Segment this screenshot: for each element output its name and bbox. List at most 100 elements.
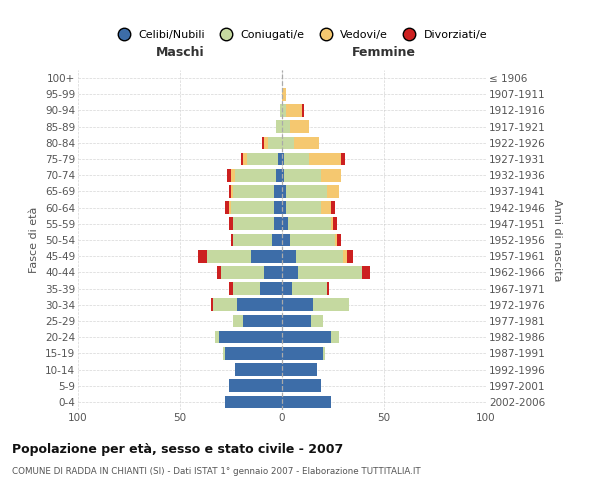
- Bar: [347, 250, 353, 262]
- Bar: [229, 185, 231, 198]
- Bar: [280, 104, 282, 117]
- Bar: [292, 282, 327, 295]
- Bar: [211, 298, 212, 311]
- Bar: [229, 218, 233, 230]
- Bar: [199, 250, 206, 262]
- Bar: [225, 202, 229, 214]
- Bar: [282, 331, 331, 344]
- Bar: [311, 314, 323, 328]
- Bar: [278, 152, 282, 166]
- Bar: [233, 314, 243, 328]
- Bar: [221, 266, 263, 278]
- Bar: [241, 152, 243, 166]
- Bar: [282, 88, 286, 101]
- Bar: [262, 136, 263, 149]
- Bar: [276, 169, 282, 181]
- Bar: [243, 152, 247, 166]
- Bar: [288, 218, 331, 230]
- Bar: [282, 185, 286, 198]
- Y-axis label: Fasce di età: Fasce di età: [29, 207, 40, 273]
- Bar: [321, 202, 331, 214]
- Bar: [227, 169, 231, 181]
- Bar: [263, 266, 282, 278]
- Text: Maschi: Maschi: [155, 46, 205, 59]
- Text: Femmine: Femmine: [352, 46, 416, 59]
- Bar: [282, 347, 323, 360]
- Bar: [362, 266, 370, 278]
- Bar: [282, 202, 286, 214]
- Bar: [282, 250, 296, 262]
- Bar: [282, 234, 290, 246]
- Bar: [327, 282, 329, 295]
- Bar: [225, 347, 282, 360]
- Bar: [272, 234, 282, 246]
- Bar: [243, 314, 282, 328]
- Bar: [282, 363, 317, 376]
- Bar: [308, 152, 341, 166]
- Bar: [274, 185, 282, 198]
- Bar: [274, 202, 282, 214]
- Bar: [282, 136, 294, 149]
- Bar: [223, 347, 225, 360]
- Bar: [313, 298, 349, 311]
- Bar: [282, 396, 331, 408]
- Bar: [282, 104, 286, 117]
- Bar: [331, 218, 333, 230]
- Bar: [219, 331, 282, 344]
- Bar: [225, 396, 282, 408]
- Bar: [233, 234, 272, 246]
- Bar: [229, 282, 233, 295]
- Bar: [237, 298, 282, 311]
- Bar: [284, 169, 321, 181]
- Bar: [327, 185, 339, 198]
- Bar: [247, 152, 278, 166]
- Bar: [235, 169, 276, 181]
- Bar: [333, 218, 337, 230]
- Bar: [231, 185, 233, 198]
- Bar: [268, 136, 282, 149]
- Bar: [290, 120, 308, 133]
- Bar: [263, 136, 268, 149]
- Bar: [335, 234, 337, 246]
- Bar: [282, 152, 284, 166]
- Bar: [260, 282, 282, 295]
- Bar: [331, 331, 339, 344]
- Bar: [343, 250, 347, 262]
- Bar: [282, 314, 311, 328]
- Bar: [302, 104, 304, 117]
- Bar: [282, 380, 321, 392]
- Bar: [282, 218, 288, 230]
- Bar: [282, 298, 313, 311]
- Bar: [235, 363, 282, 376]
- Y-axis label: Anni di nascita: Anni di nascita: [552, 198, 562, 281]
- Bar: [331, 202, 335, 214]
- Legend: Celibi/Nubili, Coniugati/e, Vedovi/e, Divorziati/e: Celibi/Nubili, Coniugati/e, Vedovi/e, Di…: [113, 30, 487, 40]
- Bar: [282, 266, 298, 278]
- Bar: [206, 250, 251, 262]
- Bar: [282, 120, 290, 133]
- Bar: [229, 202, 231, 214]
- Bar: [290, 234, 335, 246]
- Bar: [294, 136, 319, 149]
- Bar: [233, 282, 260, 295]
- Text: Popolazione per età, sesso e stato civile - 2007: Popolazione per età, sesso e stato civil…: [12, 442, 343, 456]
- Bar: [229, 380, 282, 392]
- Bar: [231, 234, 233, 246]
- Bar: [286, 104, 302, 117]
- Bar: [323, 347, 325, 360]
- Bar: [274, 218, 282, 230]
- Bar: [231, 202, 274, 214]
- Bar: [284, 152, 308, 166]
- Bar: [212, 298, 237, 311]
- Bar: [286, 202, 321, 214]
- Bar: [321, 169, 341, 181]
- Bar: [231, 169, 235, 181]
- Bar: [251, 250, 282, 262]
- Bar: [282, 282, 292, 295]
- Text: COMUNE DI RADDA IN CHIANTI (SI) - Dati ISTAT 1° gennaio 2007 - Elaborazione TUTT: COMUNE DI RADDA IN CHIANTI (SI) - Dati I…: [12, 468, 421, 476]
- Bar: [282, 169, 284, 181]
- Bar: [276, 120, 282, 133]
- Bar: [296, 250, 343, 262]
- Bar: [215, 331, 219, 344]
- Bar: [286, 185, 327, 198]
